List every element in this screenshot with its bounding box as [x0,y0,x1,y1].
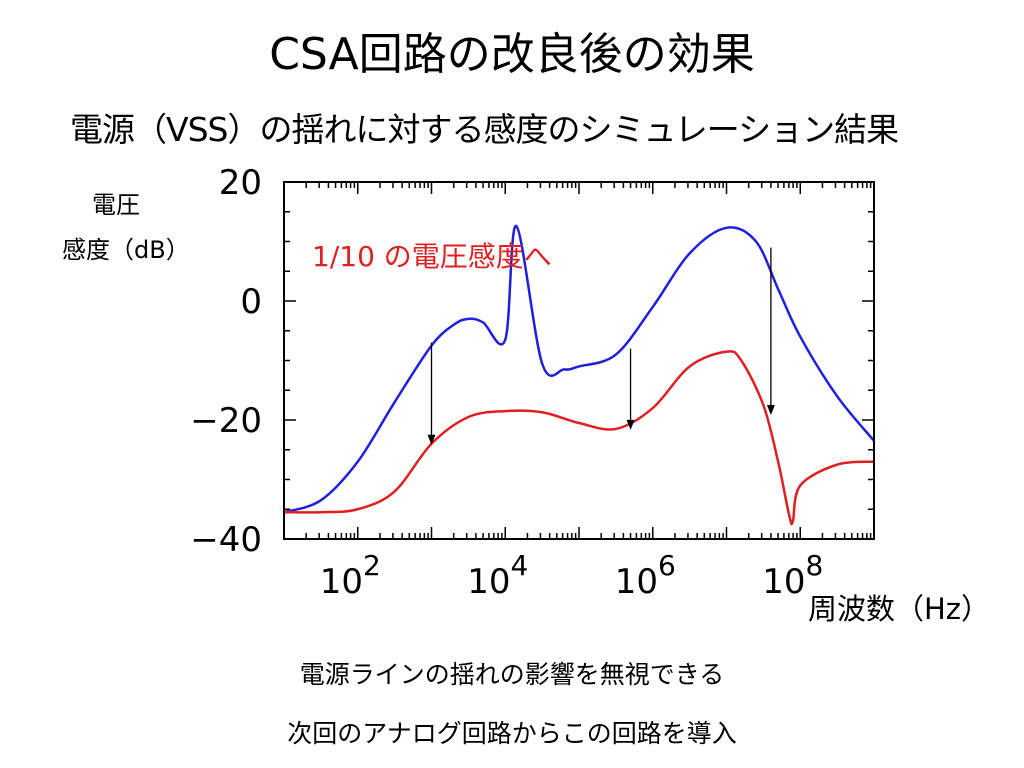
slide-subtitle: 電源（VSS）の揺れに対する感度のシミュレーション結果 [70,110,899,149]
x-tick-label: 104 [467,549,528,602]
y-axis-label-line2: 感度（dB） [62,236,190,264]
x-tick-label: 108 [762,549,823,602]
y-tick-label: 0 [240,282,262,322]
arrow-head [626,419,635,430]
y-tick-label: −40 [190,520,262,560]
conclusion-note-2: 次回のアナログ回路からこの回路を導入 [287,719,737,748]
series-line-0 [283,224,875,514]
annotation-label: 1/10 の電圧感度へ [312,240,552,273]
x-axis-label: 周波数（Hz） [808,592,991,626]
slide-title: CSA回路の改良後の効果 [269,29,755,80]
y-tick-label: 20 [219,163,262,203]
arrow-head [766,405,775,416]
plot-frame [283,181,875,540]
conclusion-note-1: 電源ラインの揺れの影響を無視できる [299,660,725,689]
y-axis-label-line1: 電圧 [92,191,140,219]
x-tick-label: 102 [320,549,381,602]
arrow-head [427,434,436,445]
y-tick-label: −20 [190,401,262,441]
series-line-1 [283,350,875,526]
x-tick-label: 106 [615,549,676,602]
